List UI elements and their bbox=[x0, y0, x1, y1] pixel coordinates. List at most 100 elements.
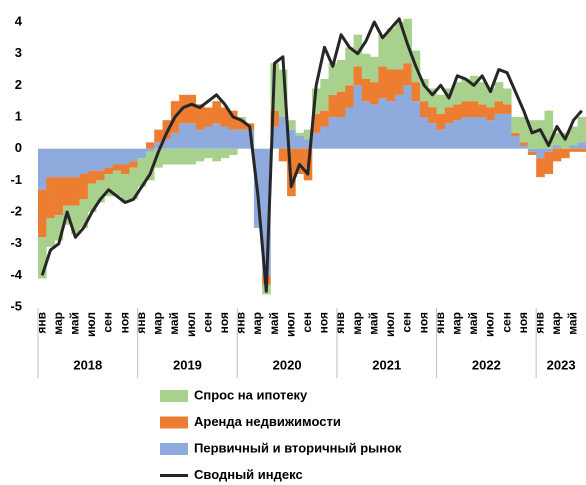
x-tick-label: мар bbox=[549, 312, 563, 335]
bar bbox=[436, 94, 446, 114]
bar bbox=[536, 148, 545, 159]
bar bbox=[502, 113, 512, 149]
bar bbox=[187, 123, 197, 149]
bar bbox=[46, 148, 55, 178]
bar bbox=[212, 148, 221, 162]
bar bbox=[378, 66, 388, 98]
bar bbox=[320, 79, 329, 111]
bar bbox=[38, 189, 47, 238]
bar bbox=[328, 94, 338, 117]
bar bbox=[453, 120, 462, 149]
bar bbox=[121, 164, 130, 174]
bar bbox=[511, 136, 520, 149]
x-tick-label: мар bbox=[151, 312, 165, 335]
bar bbox=[436, 129, 446, 149]
x-tick-label: мар bbox=[449, 312, 463, 335]
bar bbox=[577, 117, 586, 143]
bar bbox=[170, 132, 180, 149]
bar bbox=[121, 148, 130, 165]
bar bbox=[212, 101, 221, 124]
bar bbox=[403, 85, 412, 149]
x-tick-label: сен bbox=[400, 312, 414, 333]
bar bbox=[104, 174, 114, 197]
y-tick-label: 3 bbox=[15, 45, 22, 60]
bar bbox=[486, 107, 495, 121]
x-tick-label: ноя bbox=[416, 312, 430, 333]
bar bbox=[386, 101, 396, 149]
x-tick-label: сен bbox=[499, 312, 513, 333]
y-tick-label: 2 bbox=[15, 77, 22, 92]
x-tick-label: сен bbox=[300, 312, 314, 333]
bar bbox=[403, 63, 412, 86]
bar bbox=[278, 69, 288, 117]
bar bbox=[353, 34, 363, 67]
bar bbox=[220, 107, 230, 127]
bar bbox=[87, 170, 97, 184]
bar bbox=[552, 132, 562, 146]
x-tick-label: мар bbox=[51, 312, 65, 335]
bar bbox=[345, 85, 354, 108]
bar bbox=[295, 132, 304, 136]
bar bbox=[428, 88, 437, 108]
legend-label: Сводный индекс bbox=[194, 467, 303, 482]
bar bbox=[237, 120, 246, 130]
bar bbox=[145, 148, 155, 152]
bar bbox=[220, 148, 230, 159]
bar bbox=[237, 117, 246, 121]
bar bbox=[162, 139, 172, 149]
bar bbox=[104, 167, 114, 174]
bar bbox=[411, 82, 421, 102]
bar bbox=[478, 117, 487, 149]
y-tick-label: -5 bbox=[10, 298, 22, 313]
bar bbox=[395, 94, 404, 149]
bar bbox=[212, 123, 221, 149]
x-tick-label: май bbox=[466, 312, 480, 335]
x-tick-label: май bbox=[566, 312, 580, 335]
bar bbox=[494, 101, 504, 114]
bar bbox=[154, 129, 163, 143]
x-tick-label: июл bbox=[483, 312, 497, 337]
bar bbox=[137, 148, 147, 159]
bar bbox=[336, 117, 346, 149]
bar bbox=[544, 110, 554, 149]
bar bbox=[87, 148, 97, 171]
y-tick-label: -4 bbox=[10, 267, 22, 282]
bar bbox=[312, 113, 321, 133]
bar bbox=[469, 75, 479, 102]
bar bbox=[270, 110, 280, 127]
bar bbox=[370, 56, 379, 83]
bar bbox=[170, 148, 180, 165]
bar bbox=[569, 126, 578, 146]
x-tick-label: ноя bbox=[516, 312, 530, 333]
bar bbox=[577, 142, 586, 149]
year-label: 2018 bbox=[73, 357, 102, 372]
bar bbox=[112, 164, 122, 171]
x-tick-label: ноя bbox=[317, 312, 331, 333]
x-tick-label: июл bbox=[383, 312, 397, 337]
year-label: 2019 bbox=[173, 357, 202, 372]
bar bbox=[96, 180, 105, 203]
bar bbox=[112, 148, 122, 165]
bar bbox=[486, 88, 495, 108]
y-tick-label: -1 bbox=[10, 172, 22, 187]
bar bbox=[444, 123, 454, 149]
bar bbox=[569, 145, 578, 149]
bar bbox=[328, 63, 338, 95]
bar bbox=[112, 170, 122, 197]
bar bbox=[129, 148, 138, 162]
bar bbox=[295, 136, 304, 149]
bar bbox=[228, 110, 238, 130]
bar bbox=[129, 161, 138, 168]
bar bbox=[79, 174, 89, 200]
bar bbox=[71, 177, 80, 206]
bar bbox=[436, 113, 446, 130]
bar bbox=[428, 107, 437, 124]
bar bbox=[428, 123, 437, 149]
bar bbox=[469, 101, 479, 117]
x-tick-label: мар bbox=[250, 312, 264, 335]
year-label: 2022 bbox=[472, 357, 501, 372]
y-tick-label: -3 bbox=[10, 235, 22, 250]
x-tick-label: май bbox=[167, 312, 181, 335]
bar bbox=[320, 126, 329, 149]
